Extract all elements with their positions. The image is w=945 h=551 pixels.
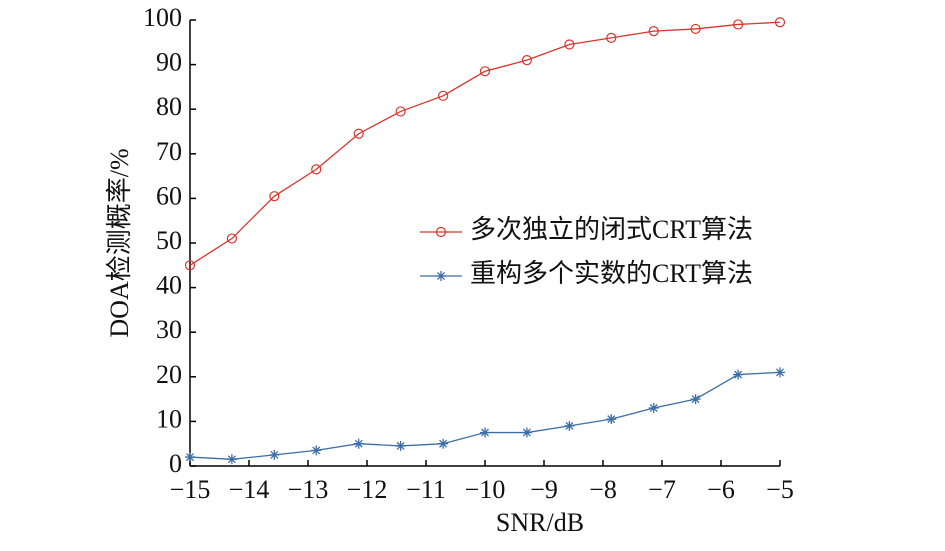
x-tick-label: −6 xyxy=(707,475,735,504)
point xyxy=(775,367,785,378)
point xyxy=(269,449,280,460)
legend-label: 多次独立的闭式CRT算法 xyxy=(470,215,753,244)
point xyxy=(438,90,449,101)
series-line xyxy=(189,371,781,460)
point xyxy=(606,414,617,425)
y-tick-label: 60 xyxy=(156,181,182,210)
x-tick-label: −14 xyxy=(229,475,270,504)
point xyxy=(395,106,406,117)
y-tick-label: 30 xyxy=(156,315,182,344)
point xyxy=(564,420,575,431)
y-axis-label: DOA检测概率/% xyxy=(105,148,134,337)
x-tick-label: −13 xyxy=(288,475,329,504)
series-line xyxy=(189,21,781,266)
x-tick-label: −12 xyxy=(347,475,388,504)
y-tick-label: 20 xyxy=(156,360,182,389)
point xyxy=(311,445,322,456)
x-tick-label: −15 xyxy=(170,475,211,504)
point xyxy=(648,403,659,414)
point xyxy=(438,438,449,449)
x-tick-label: −10 xyxy=(465,475,506,504)
x-tick-label: −8 xyxy=(589,475,617,504)
y-tick-label: 100 xyxy=(143,3,182,32)
point xyxy=(774,17,786,28)
point xyxy=(690,23,701,35)
y-tick-label: 50 xyxy=(156,226,182,255)
point xyxy=(690,394,701,405)
x-axis-label: SNR/dB xyxy=(496,508,584,537)
x-tick-label: −5 xyxy=(766,475,794,504)
x-tick-label: −7 xyxy=(648,475,676,504)
y-tick-label: 40 xyxy=(156,271,182,300)
legend-marker xyxy=(435,226,447,238)
point xyxy=(521,55,532,66)
y-tick-label: 10 xyxy=(156,404,182,433)
point xyxy=(733,19,744,30)
y-tick-label: 80 xyxy=(156,92,182,121)
point xyxy=(269,191,280,202)
point xyxy=(606,32,617,43)
y-tick-label: 90 xyxy=(156,48,182,77)
point xyxy=(395,440,406,451)
point xyxy=(226,233,237,244)
point xyxy=(353,128,364,139)
point xyxy=(184,260,196,271)
point xyxy=(353,438,364,449)
point xyxy=(479,66,491,77)
point xyxy=(521,427,532,438)
y-tick-label: 70 xyxy=(156,137,182,166)
legend-label: 重构多个实数的CRT算法 xyxy=(470,259,753,288)
point xyxy=(185,452,195,463)
x-tick-label: −11 xyxy=(406,475,446,504)
x-tick-label: −9 xyxy=(530,475,558,504)
point xyxy=(564,39,575,50)
point xyxy=(226,454,237,465)
y-tick-label: 0 xyxy=(169,449,182,478)
point xyxy=(733,369,744,380)
point xyxy=(480,427,490,438)
point xyxy=(311,164,322,175)
point xyxy=(648,26,659,37)
legend-marker xyxy=(436,271,446,281)
